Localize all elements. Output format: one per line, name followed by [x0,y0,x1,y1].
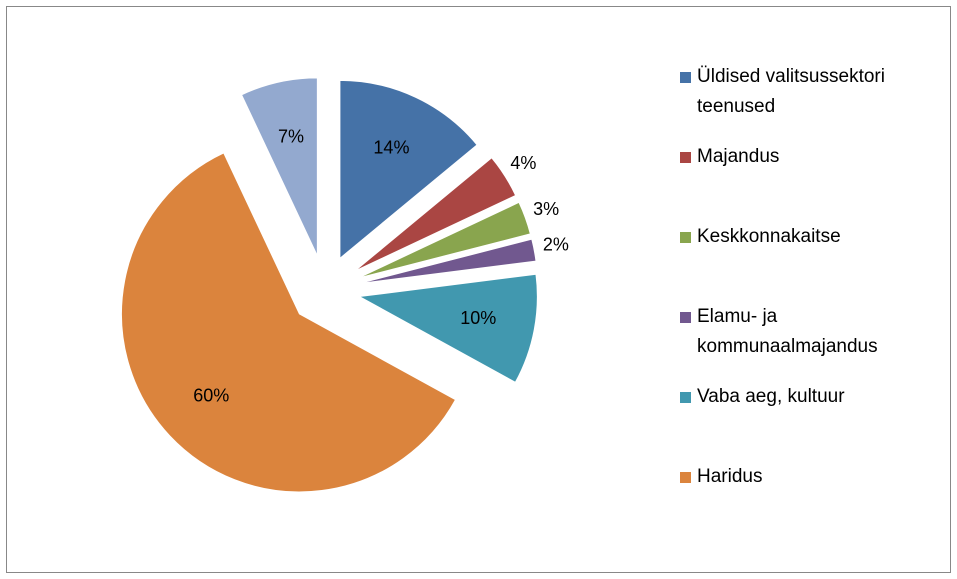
legend-entry: Vaba aeg, kultuur [680,382,952,412]
legend-swatch [680,472,691,483]
legend-swatch [680,152,691,163]
data-label: 7% [278,126,304,146]
legend-swatch [680,232,691,243]
pie-slice [240,77,318,257]
data-label: 2% [543,235,569,255]
legend-swatch [680,312,691,323]
pie-slice [121,152,457,493]
legend-label: Majandus [697,146,780,167]
legend-label: Üldised valitsussektori teenused [697,66,885,117]
data-label: 10% [460,308,496,328]
legend-label: Haridus [697,466,763,487]
legend-entry: Majandus [680,142,952,172]
legend-label: Elamu- ja kommunaalmajandus [697,306,878,357]
legend-entry: Keskkonnakaitse [680,222,952,252]
data-label: 3% [533,199,559,219]
data-label: 4% [510,153,536,173]
legend-label: Vaba aeg, kultuur [697,386,845,407]
legend-swatch [680,392,691,403]
legend-entry: Üldised valitsussektori teenused [680,62,952,122]
pie-slice [357,201,531,279]
data-label: 60% [193,386,229,406]
pie-slice [339,79,478,260]
legend-entry: Haridus [680,462,952,492]
pie-slice [357,273,538,383]
legend-entry: Elamu- ja kommunaalmajandus [680,302,952,362]
pie-slice [359,238,537,284]
data-label: 14% [373,138,409,158]
legend-label: Keskkonnakaitse [697,226,841,247]
pie-slice [354,157,517,272]
legend-swatch [680,72,691,83]
